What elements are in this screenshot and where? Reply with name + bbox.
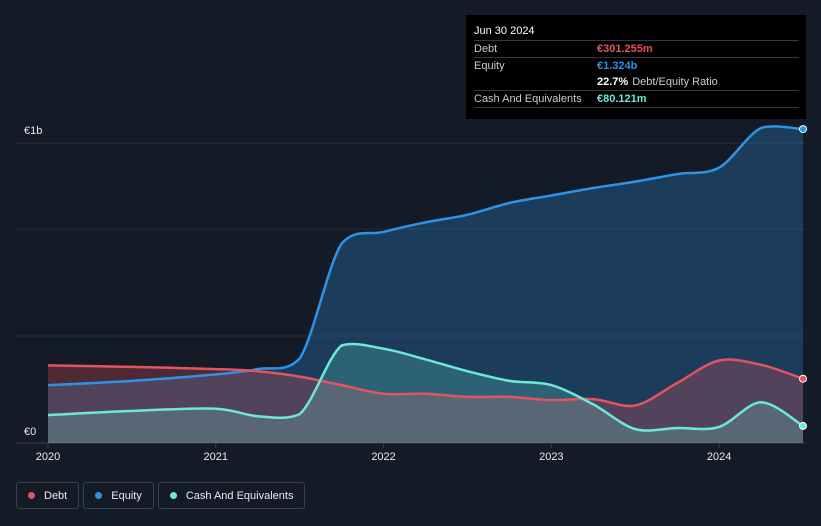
series-lines — [47, 125, 804, 432]
x-tick-label: 2022 — [371, 451, 395, 463]
equity-endpoint-marker — [799, 125, 807, 134]
debt-line — [47, 358, 804, 408]
debt-area — [48, 359, 803, 443]
data-tooltip: Jun 30 2024 Debt €301.255m Equity €1.324… — [466, 15, 806, 119]
tooltip-debt-value: €301.255m — [597, 43, 653, 55]
debt-dot-icon — [28, 492, 35, 499]
tooltip-ratio-row: 22.7% Debt/Equity Ratio — [474, 74, 799, 90]
x-axis-ticks: 2020 2021 2022 2023 2024 — [36, 443, 731, 463]
cash-dot-icon — [169, 492, 177, 499]
tooltip-equity-row: Equity €1.324b — [474, 57, 799, 74]
tooltip-equity-value: €1.324b — [597, 60, 638, 72]
x-tick-label: 2024 — [707, 451, 731, 463]
tooltip-debt-row: Debt €301.255m — [474, 40, 799, 57]
tooltip-cash-value: €80.121m — [597, 93, 647, 105]
equity-area — [48, 126, 803, 444]
tooltip-cash-row: Cash And Equivalents €80.121m — [474, 90, 799, 108]
debt-endpoint-marker — [799, 374, 807, 383]
tooltip-equity-label: Equity — [474, 60, 505, 72]
tooltip-cash-label: Cash And Equivalents — [474, 93, 582, 105]
equity-dot-icon — [95, 492, 103, 499]
chart-legend: Debt Equity Cash And Equivalents — [16, 482, 306, 509]
legend-item-debt[interactable]: Debt — [16, 482, 80, 509]
x-tick-label: 2021 — [204, 451, 228, 463]
y-tick-label: €0 — [24, 426, 36, 438]
tooltip-ratio-label: Debt/Equity Ratio — [632, 76, 718, 88]
equity-line — [47, 125, 804, 387]
legend-cash-label: Cash And Equivalents — [185, 489, 294, 502]
cash-endpoint-marker — [799, 421, 807, 430]
x-tick-label: 2023 — [539, 451, 563, 463]
y-axis-ticks: €0 €1b — [24, 125, 42, 438]
legend-debt-label: Debt — [44, 489, 68, 502]
series-endpoints — [799, 125, 807, 430]
tooltip-debt-label: Debt — [474, 43, 498, 55]
grid-lines — [16, 142, 805, 444]
tooltip-ratio-value: 22.7% — [597, 76, 629, 88]
legend-item-cash[interactable]: Cash And Equivalents — [157, 482, 306, 509]
cash-line — [47, 342, 804, 432]
x-tick-label: 2020 — [36, 451, 60, 463]
legend-equity-label: Equity — [111, 489, 142, 502]
y-tick-label: €1b — [24, 125, 42, 137]
tooltip-date: Jun 30 2024 — [474, 25, 535, 37]
legend-item-equity[interactable]: Equity — [83, 482, 154, 509]
